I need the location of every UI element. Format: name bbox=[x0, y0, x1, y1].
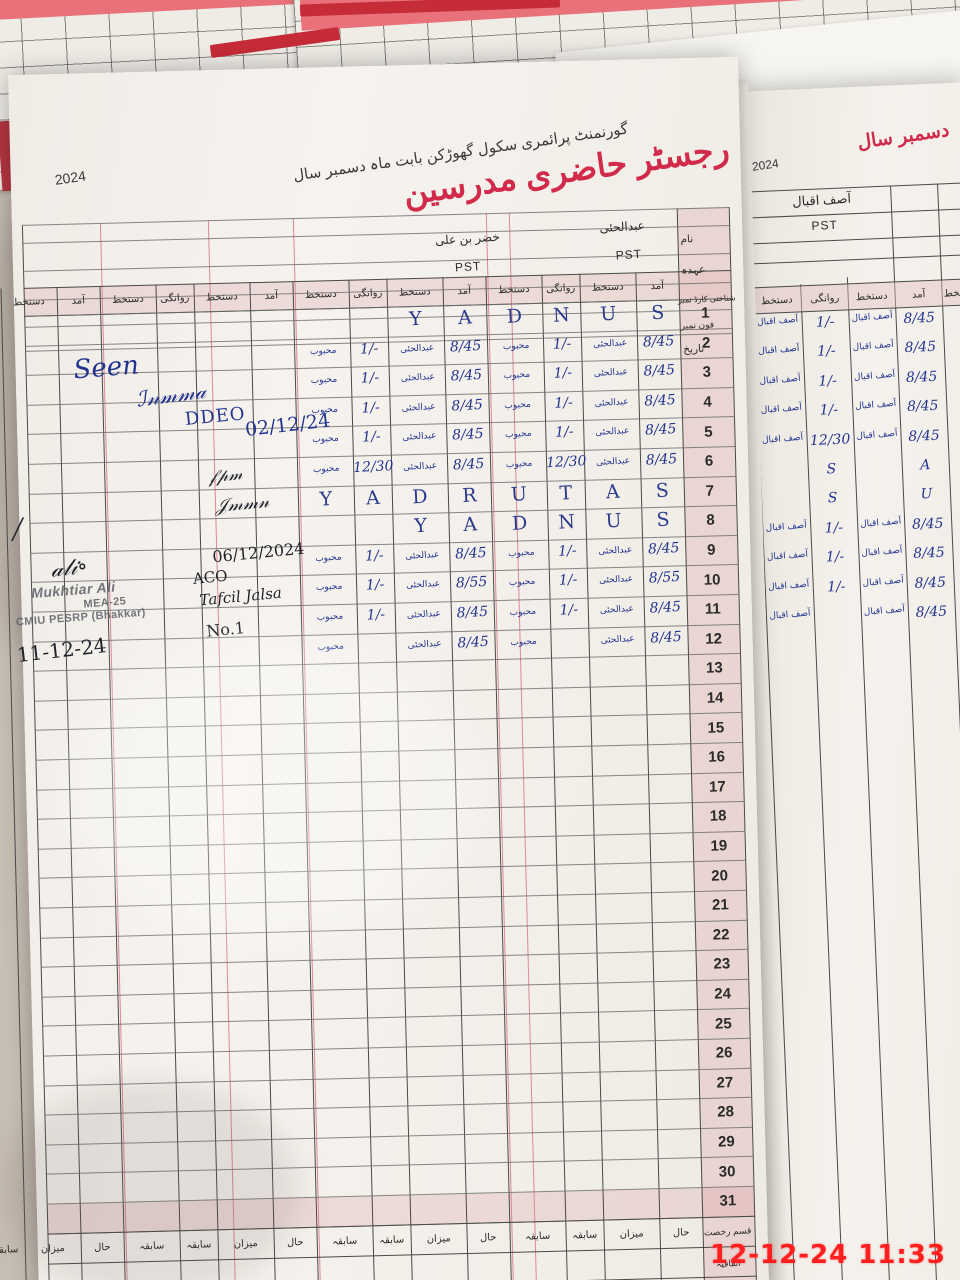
footer-sub-header: سابقہ bbox=[524, 1229, 551, 1242]
right-departure-time: 1/- bbox=[824, 519, 844, 537]
right-arrival-time: A bbox=[919, 457, 931, 474]
right-departure-time: S bbox=[826, 461, 837, 478]
right-arrival-time: 8/45 bbox=[903, 309, 936, 328]
footer-sub-header: حال bbox=[479, 1231, 497, 1243]
right-signature-mark: آصف اقبال bbox=[859, 516, 902, 530]
right-departure-time: 12/30 bbox=[809, 431, 851, 449]
right-signature-mark: آصف اقبال bbox=[863, 604, 906, 618]
right-signature-mark: آصف اقبال bbox=[761, 432, 804, 446]
right-departure-time: 1/- bbox=[815, 314, 835, 331]
footer-sub-header: سابقہ bbox=[331, 1234, 358, 1247]
right-arrival-time: 8/45 bbox=[908, 427, 941, 445]
right-arrival-time: 8/45 bbox=[914, 574, 947, 592]
right-signature-mark: آصف اقبال bbox=[769, 608, 811, 622]
footer-sub-header: میزان bbox=[426, 1232, 451, 1245]
right-departure-time: 1/- bbox=[825, 548, 845, 566]
right-arrival-time: 8/45 bbox=[912, 544, 946, 563]
right-signature-mark: آصف اقبال bbox=[853, 369, 896, 383]
footer-sub-header: سابقہ bbox=[571, 1228, 598, 1241]
page-curl-shadow bbox=[0, 1080, 300, 1280]
right-signature-mark: آصف اقبال bbox=[851, 310, 893, 324]
right-departure-time: S bbox=[827, 490, 838, 507]
right-arrival-time: 8/45 bbox=[911, 515, 944, 533]
right-signature-mark: آصف اقبال bbox=[756, 314, 799, 328]
right-signature-mark: آصف اقبال bbox=[852, 340, 895, 354]
right-departure-time: 1/- bbox=[826, 578, 846, 596]
footer-sub-header: سابقہ bbox=[378, 1233, 405, 1246]
right-signature-mark: آصف اقبال bbox=[765, 520, 808, 534]
right-signature-mark: آصف اقبال bbox=[759, 373, 801, 387]
right-departure-time: 1/- bbox=[816, 343, 836, 361]
right-signature-mark: آصف اقبال bbox=[862, 575, 905, 589]
right-departure-time: 1/- bbox=[819, 402, 839, 419]
right-signature-mark: آصف اقبال bbox=[760, 402, 803, 417]
footer-sub-header: میزان bbox=[619, 1227, 644, 1240]
camera-timestamp: 12-12-24 11:33 bbox=[710, 1240, 946, 1270]
right-signature-mark: آصف اقبال bbox=[856, 428, 898, 442]
right-signature-mark: آصف اقبال bbox=[757, 344, 800, 358]
right-signature-mark: آصف اقبال bbox=[767, 579, 810, 593]
right-arrival-time: 8/45 bbox=[904, 339, 937, 357]
right-arrival-time: U bbox=[920, 486, 933, 503]
right-arrival-time: 8/45 bbox=[915, 603, 948, 621]
right-arrival-time: 8/45 bbox=[905, 368, 938, 386]
footer-sub-header: حال bbox=[672, 1226, 690, 1239]
right-departure-time: 1/- bbox=[818, 372, 838, 390]
right-signature-mark: آصف اقبال bbox=[861, 545, 903, 559]
right-signature-mark: آصف اقبال bbox=[854, 398, 897, 413]
right-arrival-time: 8/45 bbox=[906, 397, 939, 416]
right-signature-mark: آصف اقبال bbox=[766, 549, 809, 563]
page-glare bbox=[60, 640, 480, 940]
